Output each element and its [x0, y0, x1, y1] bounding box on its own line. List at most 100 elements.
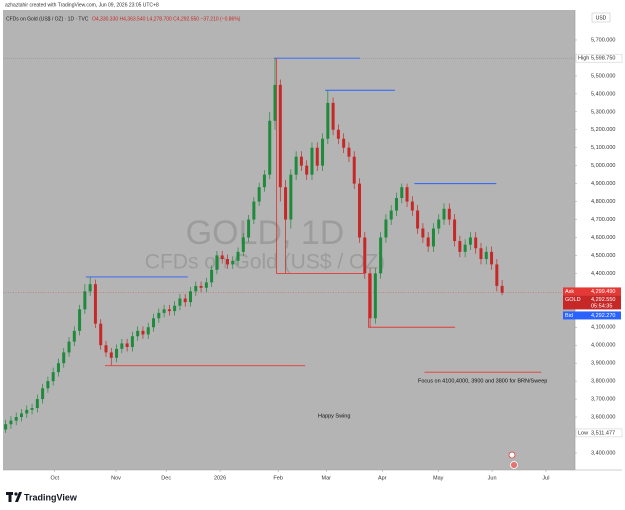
y-tick-label: 4,500.000 — [591, 253, 615, 259]
candle-body — [447, 208, 451, 220]
candle-body — [299, 156, 303, 166]
candle-body — [326, 102, 330, 139]
candle-body — [442, 208, 446, 220]
candle-body — [284, 187, 288, 220]
candle-body — [368, 273, 372, 319]
y-tick-label: 3,600.000 — [591, 414, 615, 420]
candle-body — [136, 330, 140, 337]
candle-body — [162, 309, 166, 313]
candle-body — [51, 372, 55, 382]
price-label-name: Bid — [565, 313, 573, 319]
y-tick-label: 4,700.000 — [591, 217, 615, 223]
candle-body — [109, 352, 113, 358]
candle-body — [72, 330, 76, 342]
candle-body — [305, 165, 309, 175]
y-tick-label: 4,800.000 — [591, 199, 615, 205]
candle-body — [394, 197, 398, 211]
candle-body — [120, 343, 124, 349]
candle-body — [463, 244, 467, 252]
candle-body — [247, 219, 251, 238]
event-icon[interactable] — [510, 461, 518, 469]
y-tick-label: 5,000.000 — [591, 163, 615, 169]
candle-body — [35, 399, 39, 409]
price-label-value: 4,292.270 — [591, 313, 615, 319]
candle-body — [88, 284, 92, 292]
candle-body — [225, 259, 229, 265]
candle-body — [410, 201, 414, 211]
y-tick-label: 4,400.000 — [591, 271, 615, 277]
candle-body — [19, 413, 23, 418]
y-tick-label: 5,300.000 — [591, 109, 615, 115]
candle-body — [78, 309, 82, 331]
candle-body — [321, 138, 325, 166]
candle-body — [474, 237, 478, 249]
symbol-line: CFDs on Gold (US$ / OZ) · 1D · TVC — [6, 16, 89, 22]
candle-body — [231, 260, 235, 265]
candle-body — [9, 420, 13, 425]
price-label-value: 4,299.490 — [591, 289, 615, 295]
x-tick-label: 2026 — [214, 475, 226, 481]
marker-name: Low — [578, 430, 588, 436]
candle-body — [99, 323, 103, 346]
candle-body — [310, 147, 314, 175]
candle-body — [416, 210, 420, 229]
x-tick-label: Apr — [378, 475, 387, 481]
price-label-name: Ask — [565, 289, 574, 295]
candle-body — [215, 255, 219, 270]
x-tick-label: Feb — [273, 475, 282, 481]
y-tick-label: 3,700.000 — [591, 397, 615, 403]
candle-body — [257, 187, 261, 202]
annotation: Focus on 4100,4000, 3900 and 3800 for BR… — [418, 378, 547, 384]
y-tick-label: 3,800.000 — [591, 379, 615, 385]
candle-body — [458, 241, 462, 252]
candle-body — [278, 84, 282, 188]
candle-body — [347, 147, 351, 157]
candle-body — [236, 251, 240, 261]
candle-body — [421, 228, 425, 238]
price-label-box — [563, 295, 621, 310]
x-tick-label: Dec — [161, 475, 171, 481]
x-tick-label: Mar — [321, 475, 331, 481]
y-tick-label: 5,500.000 — [591, 73, 615, 79]
candle-body — [453, 219, 457, 242]
candle-body — [14, 417, 18, 421]
watermark-sub: CFDs on Gold (US$ / OZ) — [145, 251, 385, 274]
candle-body — [62, 352, 66, 364]
candle-body — [152, 318, 156, 328]
candle-body — [93, 284, 97, 324]
candle-body — [495, 264, 499, 286]
candle-body — [146, 327, 150, 335]
candle-body — [490, 251, 494, 265]
candle-body — [342, 138, 346, 148]
event-icon[interactable] — [508, 451, 516, 459]
candle-body — [468, 237, 472, 245]
candle-body — [336, 129, 340, 139]
x-tick-label: Jul — [542, 475, 549, 481]
candle-body — [141, 330, 145, 335]
candle-body — [241, 237, 245, 252]
y-tick-label: 3,900.000 — [591, 361, 615, 367]
marker-box — [575, 53, 623, 63]
candle-body — [130, 336, 134, 348]
candle-body — [400, 187, 404, 198]
candle-body — [199, 285, 203, 288]
candle-body — [431, 228, 435, 247]
candle-body — [437, 219, 441, 229]
currency-box[interactable] — [591, 12, 611, 23]
candle-body — [204, 282, 208, 288]
x-tick-label: Nov — [111, 475, 121, 481]
candle-body — [194, 285, 198, 292]
plot-background — [3, 10, 575, 470]
y-tick-label: 4,900.000 — [591, 181, 615, 187]
candle-body — [358, 183, 362, 238]
price-label-name: GOLD — [565, 297, 581, 303]
ohlc-line: O4,330.330 H4,363.540 L4,278.700 C4,292.… — [92, 16, 241, 22]
price-axis — [575, 10, 622, 470]
candle-body — [41, 388, 45, 400]
candle-body — [83, 291, 87, 310]
candle-body — [4, 424, 8, 430]
marker-box — [575, 428, 623, 438]
candle-body — [384, 219, 388, 238]
brand-logo — [6, 492, 22, 502]
currency[interactable]: USD — [596, 15, 607, 21]
